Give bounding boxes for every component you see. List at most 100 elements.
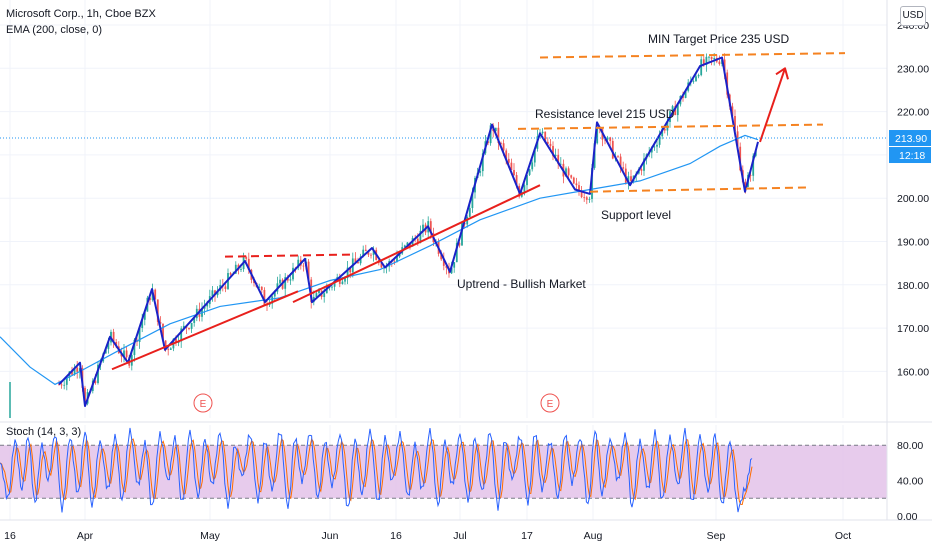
candle-body bbox=[458, 242, 461, 246]
last-price-tag-text: 213.90 bbox=[895, 133, 927, 145]
candle-body bbox=[398, 253, 401, 257]
candle-body bbox=[596, 128, 599, 144]
candle-body bbox=[346, 267, 349, 279]
time-tick-label: 16 bbox=[4, 530, 16, 542]
candle-body bbox=[671, 106, 674, 112]
candle-body bbox=[731, 106, 734, 117]
candle-body bbox=[112, 331, 115, 343]
candle-body bbox=[84, 387, 86, 404]
candle-body bbox=[60, 384, 63, 386]
candle-body bbox=[442, 259, 445, 266]
candle-body bbox=[643, 158, 645, 171]
candle-body bbox=[611, 140, 614, 159]
time-tick-label: 17 bbox=[521, 530, 533, 542]
candle-body bbox=[513, 170, 515, 176]
time-tick-label: Jun bbox=[322, 530, 339, 542]
candle-body bbox=[169, 348, 172, 350]
candle-body bbox=[403, 245, 406, 248]
price-tick-label: 220.00 bbox=[897, 107, 929, 119]
candle-body bbox=[567, 168, 570, 176]
candle-body bbox=[393, 261, 396, 263]
candle-body bbox=[559, 163, 562, 165]
candle-body bbox=[214, 290, 216, 296]
candle-body bbox=[674, 106, 677, 116]
candle-body bbox=[656, 144, 658, 147]
candle-body bbox=[133, 339, 136, 356]
candle-body bbox=[528, 169, 531, 175]
candle-body bbox=[206, 304, 209, 307]
candle-body bbox=[505, 150, 508, 159]
symbol-title: Microsoft Corp., 1h, Cboe BZX bbox=[6, 8, 156, 20]
candle-body bbox=[359, 256, 362, 264]
candle-body bbox=[510, 162, 513, 171]
candle-body bbox=[619, 156, 622, 168]
candle-body bbox=[489, 125, 492, 144]
annotations: MIN Target Price 235 USD Resistance level… bbox=[193, 32, 789, 413]
candle-body bbox=[123, 350, 125, 357]
candle-body bbox=[552, 145, 554, 157]
candle-body bbox=[302, 265, 305, 267]
candle-body bbox=[354, 258, 357, 262]
candle-body bbox=[175, 338, 177, 343]
candle-body bbox=[531, 162, 534, 170]
time-tick-label: May bbox=[200, 530, 221, 542]
candle-body bbox=[164, 340, 167, 350]
candle-body bbox=[284, 277, 287, 289]
candle-body bbox=[461, 222, 463, 246]
candle-body bbox=[367, 251, 370, 255]
candle-body bbox=[73, 367, 76, 375]
time-tick-label: Sep bbox=[707, 530, 726, 542]
price-tick-label: 230.00 bbox=[897, 63, 929, 75]
candle-body bbox=[65, 377, 68, 385]
candle-body bbox=[630, 176, 632, 182]
candle-body bbox=[331, 286, 333, 288]
candle-body bbox=[653, 146, 656, 148]
candle-body bbox=[372, 249, 375, 256]
candle-body bbox=[533, 148, 536, 163]
time-tick-label: Oct bbox=[835, 530, 851, 542]
currency-button[interactable]: USD bbox=[900, 6, 926, 26]
candle-body bbox=[526, 174, 528, 186]
stoch-k-line bbox=[0, 427, 753, 513]
candle-body bbox=[78, 368, 81, 372]
candle-body bbox=[156, 299, 159, 322]
candle-body bbox=[684, 90, 687, 98]
candle-body bbox=[180, 328, 183, 342]
candle-body bbox=[570, 175, 573, 178]
candle-body bbox=[344, 278, 346, 282]
price-tick-label: 190.00 bbox=[897, 237, 929, 249]
target-arrow-shaft bbox=[759, 67, 786, 143]
candle-body bbox=[695, 76, 697, 82]
candle-body bbox=[125, 350, 128, 358]
candle-body bbox=[138, 327, 141, 342]
candle-body bbox=[203, 306, 206, 309]
earnings-event-label: E bbox=[547, 399, 554, 410]
stoch-indicator-label: Stoch (14, 3, 3) bbox=[6, 426, 82, 438]
candle-body bbox=[541, 131, 544, 134]
candle-body bbox=[445, 265, 448, 268]
candle-body bbox=[557, 154, 560, 164]
candle-body bbox=[479, 171, 482, 173]
price-tick-label: 160.00 bbox=[897, 366, 929, 378]
candle-body bbox=[141, 319, 144, 328]
candle-body bbox=[247, 258, 250, 270]
candle-body bbox=[744, 182, 747, 187]
candle-body bbox=[502, 143, 505, 151]
countdown-tag bbox=[889, 147, 931, 164]
candle-body bbox=[450, 267, 453, 274]
candle-body bbox=[422, 224, 424, 231]
candle-body bbox=[162, 323, 164, 341]
time-tick-label: Jul bbox=[453, 530, 466, 542]
level-dashed-orange bbox=[589, 186, 811, 193]
candle-body bbox=[76, 367, 79, 372]
candle-body bbox=[455, 242, 458, 263]
candle-body bbox=[710, 56, 713, 60]
candle-body bbox=[713, 58, 716, 60]
annotation-uptrend: Uptrend - Bullish Market bbox=[457, 277, 586, 291]
candle-body bbox=[362, 249, 365, 257]
last-price-tag bbox=[889, 130, 931, 147]
level-dashed-orange bbox=[517, 123, 824, 130]
candle-body bbox=[323, 293, 326, 298]
